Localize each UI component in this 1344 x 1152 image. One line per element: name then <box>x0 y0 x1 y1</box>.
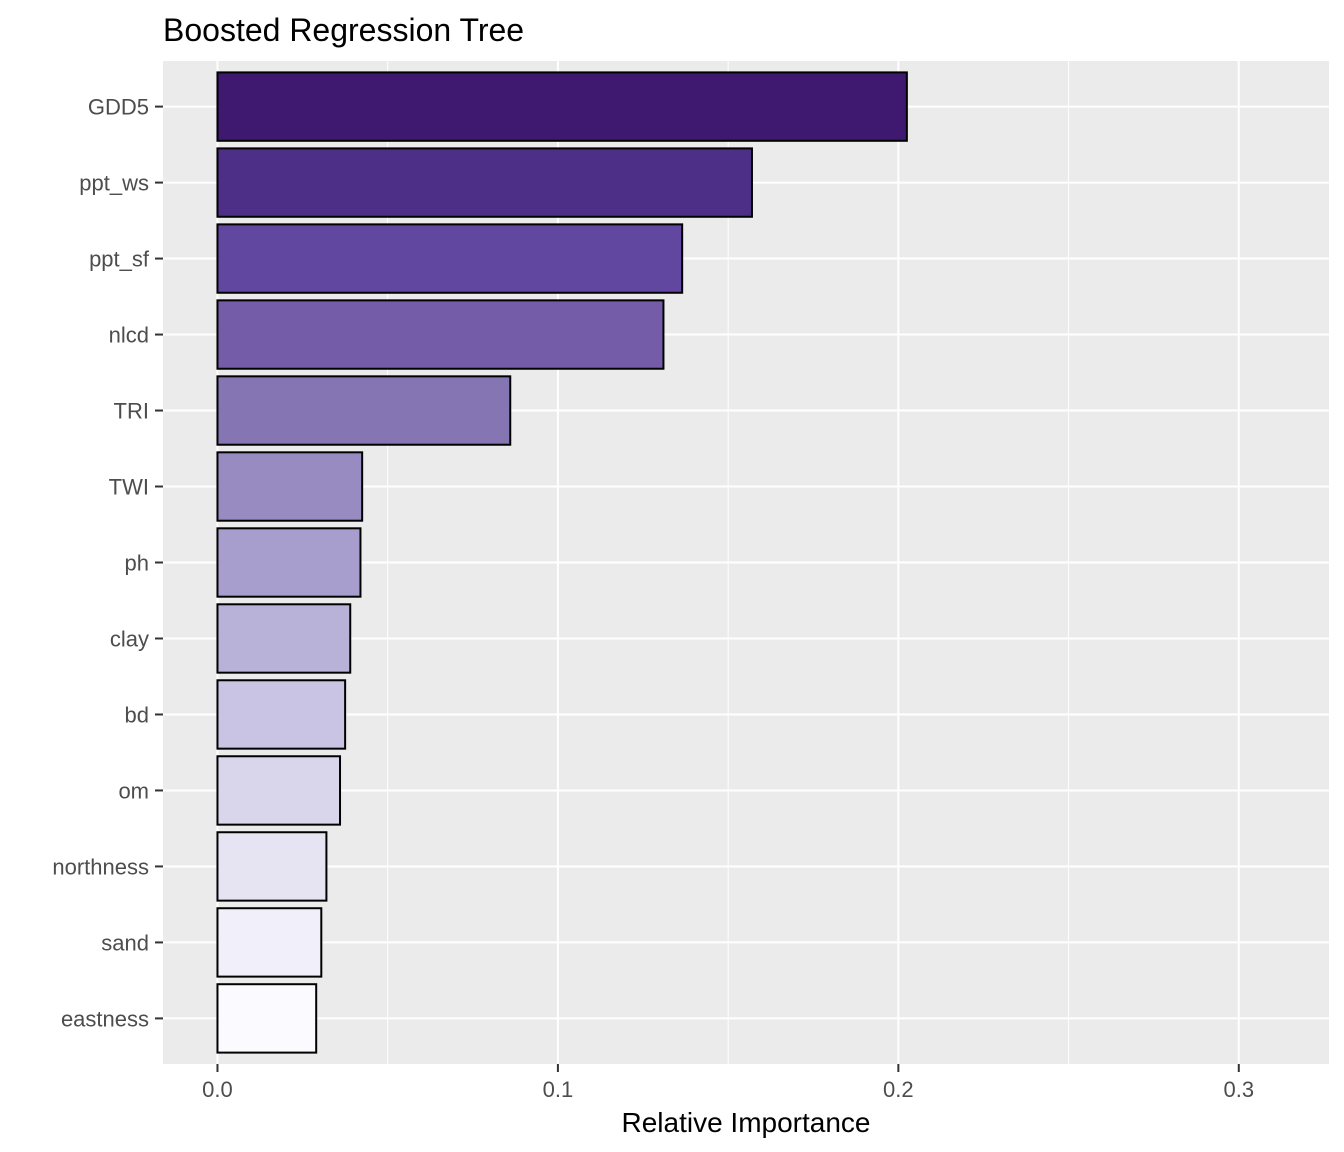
y-tick-label: eastness <box>61 1006 149 1031</box>
bar-nlcd <box>216 299 665 370</box>
y-tick-label: sand <box>101 930 149 955</box>
y-tick-label: ppt_sf <box>89 247 150 272</box>
x-axis: 0.0 0.1 0.2 0.3 <box>202 1064 1254 1102</box>
x-axis-label: Relative Importance <box>621 1107 870 1138</box>
chart-title: Boosted Regression Tree <box>163 12 524 48</box>
bar-bd <box>216 679 347 750</box>
y-tick-label: GDD5 <box>88 95 149 120</box>
y-tick-label: TWI <box>109 475 149 500</box>
y-tick-label: ppt_ws <box>79 171 149 196</box>
bar-ph <box>216 527 362 598</box>
bar-gdd5 <box>216 71 908 142</box>
y-tick-label: ph <box>125 551 149 576</box>
y-tick-label: nlcd <box>109 323 149 348</box>
bar-ppt-sf <box>216 223 684 294</box>
bar-clay <box>216 603 352 674</box>
x-tick-label: 0.0 <box>202 1077 233 1102</box>
bar-eastness <box>216 983 318 1054</box>
y-tick-label: bd <box>125 702 149 727</box>
bar-northness <box>216 831 328 902</box>
y-tick-label: northness <box>52 854 149 879</box>
x-tick-label: 0.3 <box>1223 1077 1254 1102</box>
y-tick-label: clay <box>110 626 149 651</box>
y-tick-label: TRI <box>114 399 149 424</box>
bars <box>216 71 908 1054</box>
bar-om <box>216 755 342 826</box>
x-tick-label: 0.2 <box>883 1077 914 1102</box>
y-tick-label: om <box>118 778 149 803</box>
bar-twi <box>216 451 364 522</box>
x-tick-label: 0.1 <box>543 1077 574 1102</box>
bar-tri <box>216 375 512 446</box>
bar-ppt-ws <box>216 147 753 218</box>
bar-sand <box>216 907 323 978</box>
